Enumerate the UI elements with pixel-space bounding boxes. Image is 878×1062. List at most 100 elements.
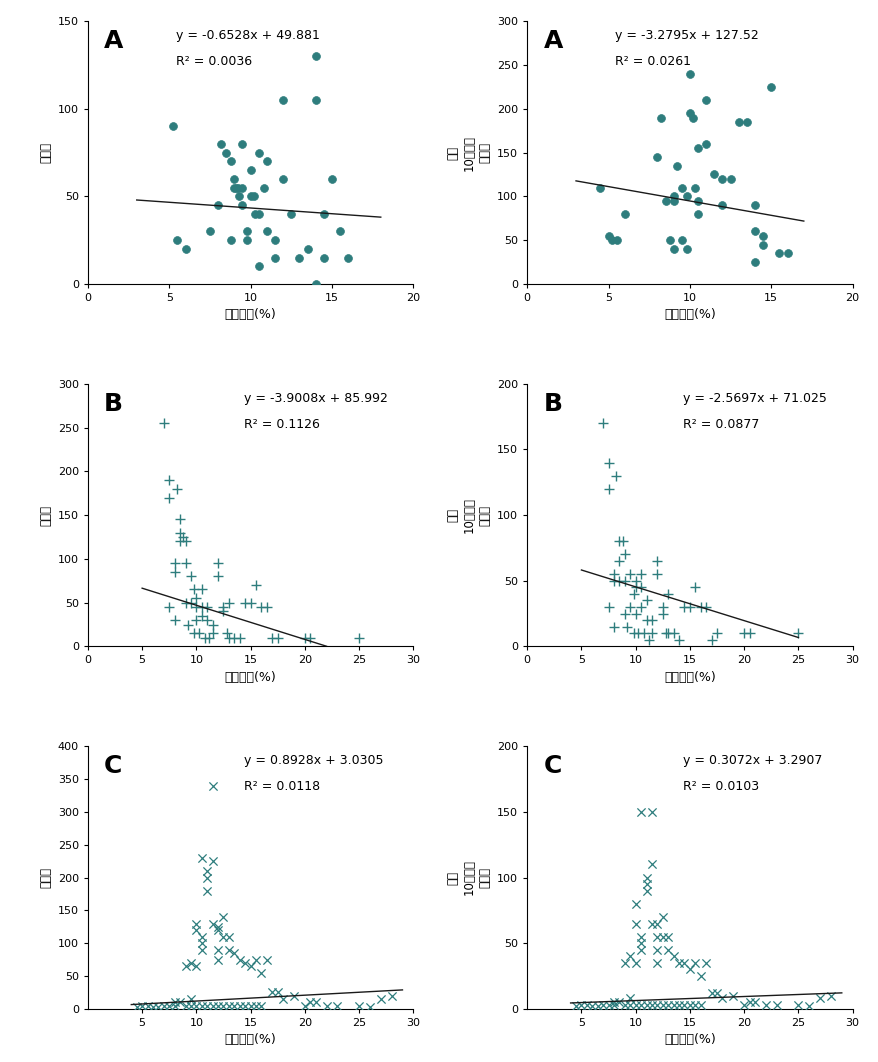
Point (270, 629, 284, 646)
Point (248, 205, 263, 222)
Point (298, 629, 312, 646)
Point (644, 996, 658, 1013)
Point (607, 996, 621, 1013)
Point (698, 955, 712, 972)
Point (156, 997, 170, 1014)
Point (650, 941, 664, 958)
Text: R² = 0.0118: R² = 0.0118 (244, 781, 320, 793)
Point (178, 594, 192, 611)
Point (747, 196, 761, 213)
Point (650, 552, 664, 569)
Point (205, 616, 220, 633)
Point (639, 869, 653, 886)
Point (224, 232, 238, 249)
Point (178, 554, 192, 571)
Point (176, 529, 191, 546)
Point (823, 988, 837, 1005)
Point (623, 599, 637, 616)
Point (211, 952, 225, 969)
Point (276, 170, 290, 187)
Point (650, 955, 664, 972)
Point (195, 941, 209, 958)
Point (205, 915, 220, 932)
Point (747, 254, 761, 271)
Text: C: C (543, 754, 561, 778)
Point (607, 618, 621, 635)
Point (601, 480, 615, 497)
Point (607, 994, 621, 1011)
Point (316, 250, 330, 267)
Point (628, 996, 642, 1013)
Point (650, 566, 664, 583)
Point (189, 922, 203, 939)
Point (260, 223, 274, 240)
Point (308, 91, 322, 108)
Point (672, 955, 686, 972)
Point (151, 998, 165, 1015)
Point (747, 994, 761, 1011)
Point (623, 996, 637, 1013)
Point (260, 153, 274, 170)
Point (265, 984, 279, 1001)
Point (737, 996, 751, 1013)
Point (221, 594, 235, 611)
Point (243, 188, 257, 205)
Point (243, 161, 257, 178)
Point (303, 994, 317, 1011)
Point (243, 594, 257, 611)
Point (666, 948, 680, 965)
Point (679, 240, 693, 257)
Point (579, 996, 594, 1013)
Point (650, 928, 664, 945)
Text: A: A (543, 29, 562, 53)
Point (195, 850, 209, 867)
Point (341, 250, 355, 267)
Point (316, 205, 330, 222)
Point (214, 135, 228, 152)
Point (189, 589, 203, 606)
Point (173, 533, 187, 550)
Point (639, 883, 653, 900)
Point (641, 631, 655, 648)
Point (612, 994, 626, 1011)
Point (679, 188, 693, 205)
Point (184, 997, 198, 1014)
Point (698, 599, 712, 616)
Point (130, 998, 144, 1015)
Point (715, 170, 729, 187)
Point (232, 188, 246, 205)
Point (227, 944, 241, 961)
Point (769, 996, 783, 1013)
Point (568, 998, 582, 1015)
Point (195, 997, 209, 1014)
Point (251, 205, 265, 222)
Point (628, 895, 642, 912)
Point (633, 996, 647, 1013)
Text: y = -3.2795x + 127.52: y = -3.2795x + 127.52 (615, 29, 758, 42)
Point (790, 624, 804, 641)
Point (300, 240, 314, 257)
Text: y = 0.8928x + 3.0305: y = 0.8928x + 3.0305 (244, 754, 383, 767)
Point (658, 192, 672, 209)
Point (200, 883, 214, 900)
Point (790, 996, 804, 1013)
Point (235, 135, 249, 152)
Point (240, 223, 254, 240)
Point (165, 118, 179, 135)
Point (682, 65, 696, 82)
Point (739, 114, 753, 131)
Point (268, 232, 282, 249)
Point (604, 232, 618, 249)
Point (672, 996, 686, 1013)
Point (224, 153, 238, 170)
Point (630, 624, 644, 641)
Point (162, 490, 176, 507)
Point (248, 997, 263, 1014)
Text: R² = 0.0261: R² = 0.0261 (615, 55, 690, 68)
Point (195, 599, 209, 616)
Text: A: A (104, 29, 124, 53)
Point (191, 624, 205, 641)
Point (333, 223, 347, 240)
Text: R² = 0.0036: R² = 0.0036 (176, 55, 252, 68)
Point (243, 958, 257, 975)
